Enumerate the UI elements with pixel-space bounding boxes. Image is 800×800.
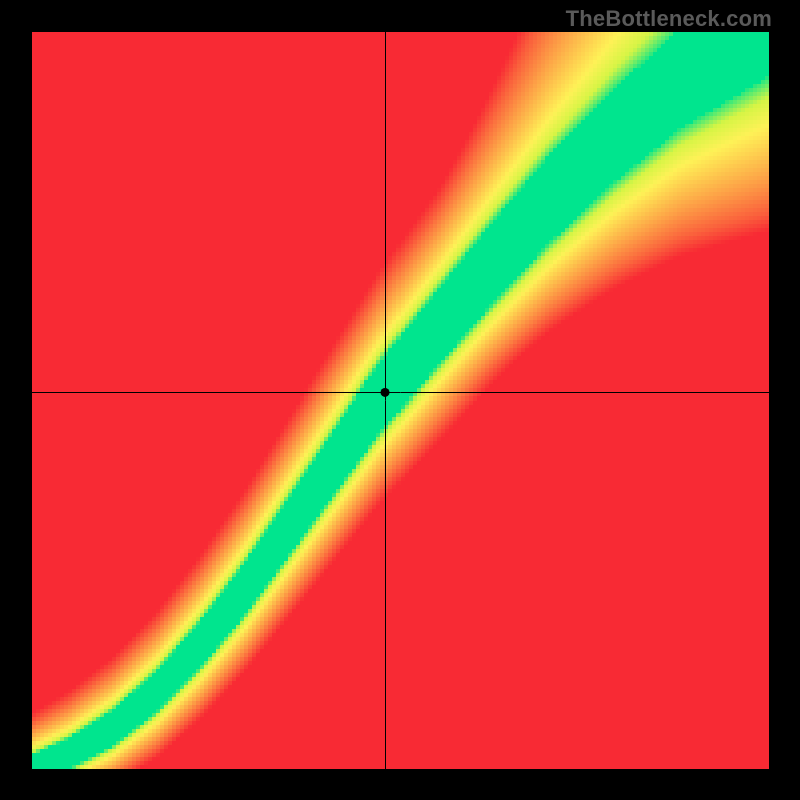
bottleneck-heatmap xyxy=(0,0,800,800)
chart-container: TheBottleneck.com xyxy=(0,0,800,800)
watermark-text: TheBottleneck.com xyxy=(566,6,772,32)
